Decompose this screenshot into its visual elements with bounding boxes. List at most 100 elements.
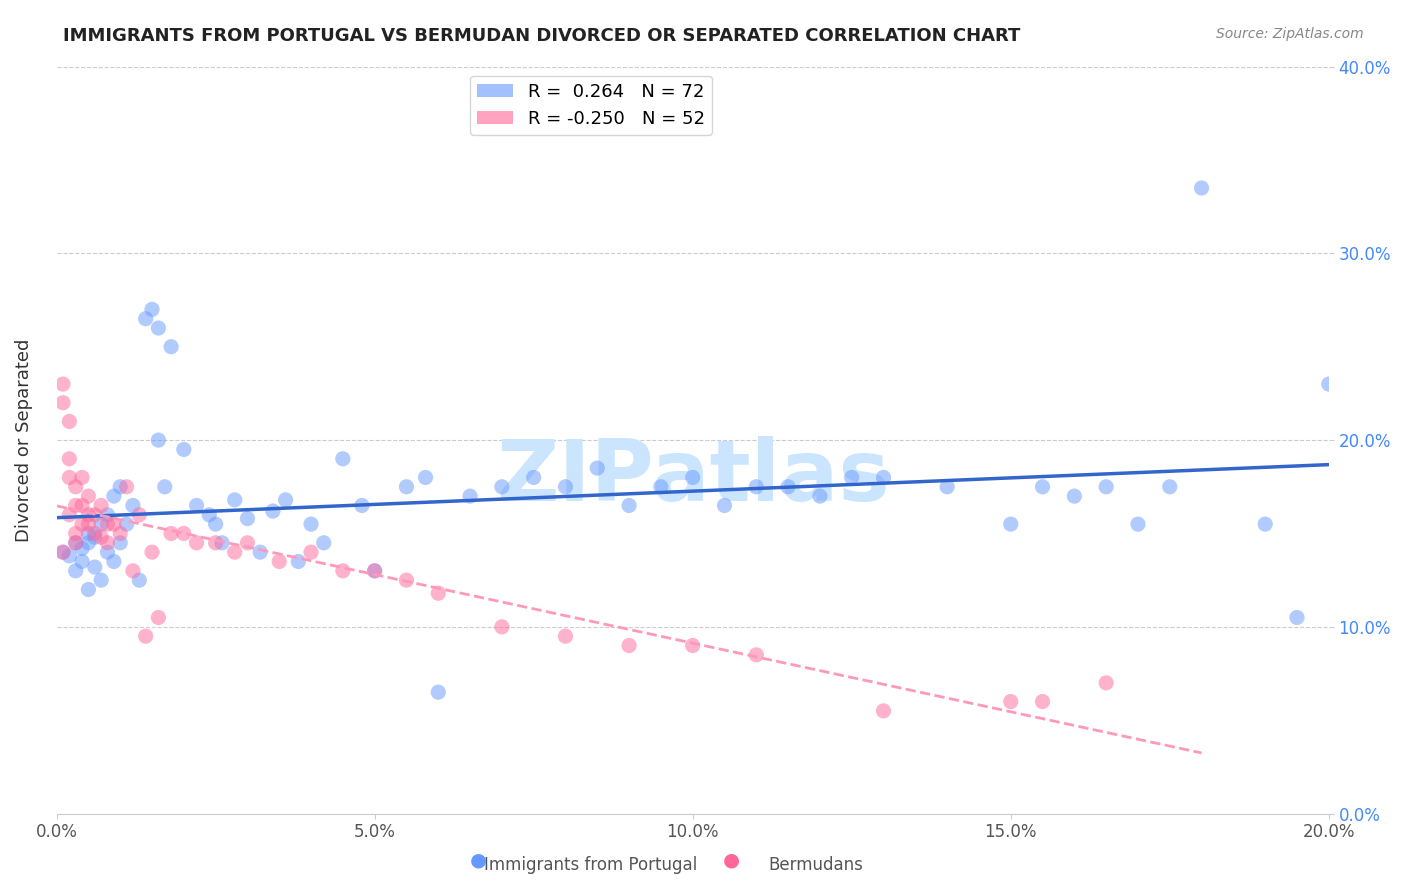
- Point: [395, 573, 418, 587]
- Point: [58, 549, 80, 563]
- Point: [52, 377, 75, 392]
- Point: [65, 499, 87, 513]
- Point: [83, 526, 105, 541]
- Point: [65, 536, 87, 550]
- Point: [52, 545, 75, 559]
- Point: [148, 321, 170, 335]
- Point: [713, 499, 735, 513]
- Point: [236, 511, 259, 525]
- Point: [1126, 517, 1149, 532]
- Text: ●: ●: [723, 851, 740, 870]
- Point: [70, 499, 93, 513]
- Point: [186, 536, 208, 550]
- Point: [872, 470, 894, 484]
- Point: [312, 536, 335, 550]
- Point: [173, 526, 195, 541]
- Point: [554, 480, 576, 494]
- Point: [198, 508, 221, 522]
- Point: [70, 554, 93, 568]
- Point: [872, 704, 894, 718]
- Point: [1317, 377, 1340, 392]
- Point: [269, 554, 291, 568]
- Point: [58, 451, 80, 466]
- Point: [96, 508, 118, 522]
- Point: [778, 480, 800, 494]
- Text: ●: ●: [470, 851, 486, 870]
- Point: [65, 564, 87, 578]
- Point: [90, 530, 112, 544]
- Point: [115, 517, 138, 532]
- Point: [77, 582, 100, 597]
- Point: [52, 545, 75, 559]
- Point: [135, 629, 157, 643]
- Point: [1254, 517, 1277, 532]
- Point: [1000, 694, 1022, 708]
- Point: [96, 545, 118, 559]
- Point: [1000, 517, 1022, 532]
- Point: [523, 470, 546, 484]
- Point: [1095, 676, 1118, 690]
- Point: [363, 564, 385, 578]
- Point: [1031, 480, 1053, 494]
- Point: [458, 489, 481, 503]
- Point: [299, 517, 322, 532]
- Point: [52, 396, 75, 410]
- Point: [58, 470, 80, 484]
- Point: [350, 499, 373, 513]
- Point: [808, 489, 831, 503]
- Point: [103, 554, 125, 568]
- Point: [58, 508, 80, 522]
- Point: [141, 545, 163, 559]
- Point: [160, 526, 183, 541]
- Point: [148, 433, 170, 447]
- Point: [586, 461, 609, 475]
- Point: [682, 639, 704, 653]
- Point: [65, 480, 87, 494]
- Text: Immigrants from Portugal: Immigrants from Portugal: [484, 856, 697, 874]
- Point: [148, 610, 170, 624]
- Point: [153, 480, 176, 494]
- Point: [135, 311, 157, 326]
- Point: [70, 517, 93, 532]
- Point: [841, 470, 863, 484]
- Point: [617, 639, 640, 653]
- Point: [236, 536, 259, 550]
- Point: [224, 545, 246, 559]
- Point: [682, 470, 704, 484]
- Point: [262, 504, 284, 518]
- Point: [204, 536, 226, 550]
- Point: [90, 499, 112, 513]
- Point: [70, 541, 93, 556]
- Point: [122, 499, 145, 513]
- Point: [332, 451, 354, 466]
- Point: [110, 526, 132, 541]
- Point: [160, 340, 183, 354]
- Point: [745, 648, 768, 662]
- Legend: R =  0.264   N = 72, R = -0.250   N = 52: R = 0.264 N = 72, R = -0.250 N = 52: [470, 76, 711, 135]
- Point: [103, 517, 125, 532]
- Point: [427, 685, 450, 699]
- Text: Source: ZipAtlas.com: Source: ZipAtlas.com: [1216, 27, 1364, 41]
- Point: [427, 586, 450, 600]
- Point: [173, 442, 195, 457]
- Point: [65, 526, 87, 541]
- Point: [103, 489, 125, 503]
- Point: [1285, 610, 1308, 624]
- Text: ZIPatlas: ZIPatlas: [496, 436, 890, 519]
- Point: [83, 530, 105, 544]
- Point: [77, 536, 100, 550]
- Point: [491, 480, 513, 494]
- Point: [936, 480, 959, 494]
- Point: [554, 629, 576, 643]
- Point: [299, 545, 322, 559]
- Point: [128, 573, 150, 587]
- Point: [274, 492, 297, 507]
- Point: [58, 414, 80, 428]
- Point: [128, 508, 150, 522]
- Point: [211, 536, 233, 550]
- Point: [122, 564, 145, 578]
- Point: [204, 517, 226, 532]
- Point: [186, 499, 208, 513]
- Text: IMMIGRANTS FROM PORTUGAL VS BERMUDAN DIVORCED OR SEPARATED CORRELATION CHART: IMMIGRANTS FROM PORTUGAL VS BERMUDAN DIV…: [63, 27, 1021, 45]
- Point: [332, 564, 354, 578]
